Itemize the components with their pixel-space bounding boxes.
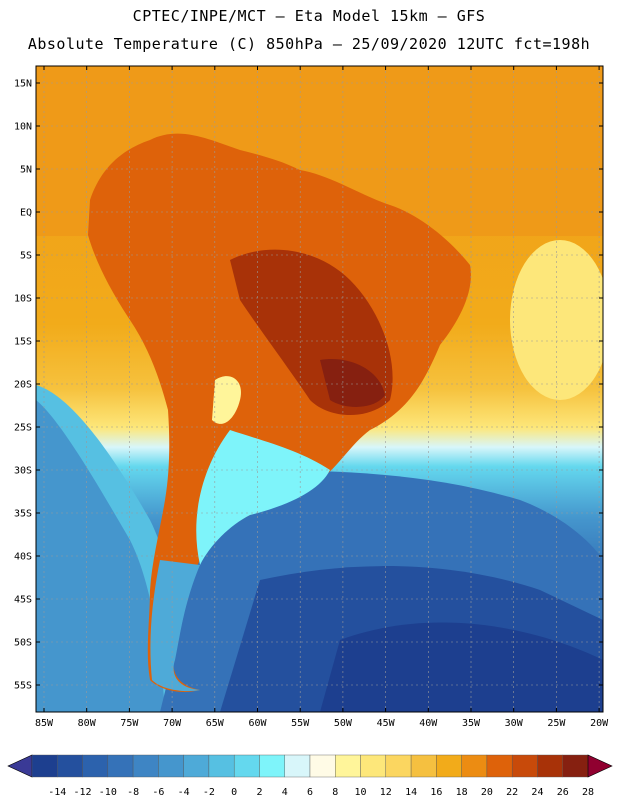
colorbar-swatch: [284, 754, 311, 778]
lat-label: 15S: [14, 337, 32, 348]
colorbar-swatch: [132, 754, 159, 778]
colorbar-under-arrow: [7, 754, 33, 778]
colorbar-tick-label: 20: [481, 787, 493, 798]
warm-patch-east: [510, 240, 603, 400]
colorbar-swatch: [107, 754, 134, 778]
longitude-labels: 85W 80W 75W 70W 65W 60W 55W 50W 45W 40W 35W 30W 25W 2…: [35, 66, 609, 729]
colorbar-tick-label: -6: [152, 787, 164, 798]
colorbar-tick-label: 12: [380, 787, 392, 798]
patagonia: [150, 560, 200, 692]
colorbar-tick-label: -2: [203, 787, 215, 798]
colorbar-tick-label: 2: [256, 787, 262, 798]
colorbar-tick-label: -4: [178, 787, 190, 798]
lon-label: 20W: [590, 718, 609, 729]
colorbar-swatch: [82, 754, 109, 778]
colorbar-tick-label: 6: [307, 787, 313, 798]
pacific-colder: [36, 400, 165, 712]
lon-label: 30W: [505, 718, 524, 729]
lat-label: 30S: [14, 466, 32, 477]
colorbar-tick-label: 22: [506, 787, 518, 798]
colorbar-tick-label: -8: [127, 787, 139, 798]
map-area: [36, 66, 603, 712]
colorbar-tick-label: -10: [99, 787, 117, 798]
lon-label: 75W: [120, 718, 139, 729]
lon-label: 65W: [206, 718, 225, 729]
colorbar-tick-label: -14: [48, 787, 66, 798]
lat-label: 5N: [20, 165, 32, 176]
lon-label: 40W: [419, 718, 438, 729]
colorbar-tick-label: 28: [582, 787, 594, 798]
lat-label: EQ: [20, 208, 32, 219]
colorbar-swatch: [31, 754, 58, 778]
colorbar-tick-label: 14: [405, 787, 417, 798]
andes-cool: [212, 376, 241, 424]
lat-label: 40S: [14, 552, 32, 563]
colorbar-tick-label: -12: [74, 787, 92, 798]
lat-label: 5S: [20, 251, 32, 262]
colorbar-swatch: [335, 754, 361, 778]
lon-label: 55W: [291, 718, 310, 729]
colorbar-over-arrow: [587, 754, 613, 778]
colorbar-swatch: [360, 754, 387, 778]
lon-label: 70W: [163, 718, 182, 729]
colorbar-tick-label: 26: [557, 787, 569, 798]
colorbar-tick-label: 18: [456, 787, 468, 798]
colorbar-swatch: [183, 754, 210, 778]
lon-label: 80W: [78, 718, 97, 729]
lon-label: 45W: [377, 718, 396, 729]
colorbar-tick-label: 16: [430, 787, 442, 798]
colorbar-tick-label: 4: [282, 787, 288, 798]
colorbar-swatch: [436, 754, 462, 778]
lat-label: 25S: [14, 423, 32, 434]
lat-label: 20S: [14, 380, 32, 391]
colorbar-swatch: [158, 754, 184, 778]
title-line-1: CPTEC/INPE/MCT – Eta Model 15km – GFS: [132, 7, 486, 25]
lat-label: 50S: [14, 638, 32, 649]
colorbar-swatch: [511, 754, 538, 778]
colorbar-tick-label: 10: [355, 787, 367, 798]
south-america-land: [88, 133, 471, 692]
colorbar-swatch: [208, 754, 235, 778]
colorbar-swatch: [410, 754, 437, 778]
cool-cone: [196, 430, 330, 565]
lon-label: 50W: [334, 718, 353, 729]
colorbar-swatch: [486, 754, 513, 778]
colorbar-swatch: [562, 754, 589, 778]
lat-label: 55S: [14, 681, 32, 692]
colorbar-swatch: [385, 754, 412, 778]
lon-label: 35W: [462, 718, 481, 729]
lat-label: 10S: [14, 294, 32, 305]
colorbar-swatch: [537, 754, 563, 778]
colorbar-swatch: [461, 754, 488, 778]
colorbar-tick-label: 24: [531, 787, 543, 798]
atlantic-coldest: [320, 622, 603, 712]
lat-label: 45S: [14, 595, 32, 606]
lat-label: 35S: [14, 509, 32, 520]
lon-label: 60W: [248, 718, 267, 729]
colorbar: -14 -12 -10 -8 -6 -4 -2 0 2 4 6 8 10 12 14 16 18 20 22 24 26…: [7, 754, 613, 798]
title-line-2: Absolute Temperature (C) 850hPa – 25/09/…: [27, 35, 591, 53]
colorbar-swatch: [233, 754, 260, 778]
latitude-labels: 15N 10N 5N EQ 5S 10S 15S 20S 25S 30S 35S 40S 45S 50S 5…: [14, 79, 603, 692]
lon-label: 85W: [35, 718, 54, 729]
map-frame: [35, 65, 604, 713]
colorbar-swatch: [309, 754, 336, 778]
colorbar-tick-label: 8: [332, 787, 338, 798]
lat-label: 10N: [14, 122, 32, 133]
lon-label: 25W: [547, 718, 566, 729]
colorbar-tick-label: 0: [231, 787, 237, 798]
lat-label: 15N: [14, 79, 32, 90]
hottest-core: [320, 359, 385, 407]
colorbar-swatch: [57, 754, 83, 778]
colorbar-swatch: [259, 754, 285, 778]
